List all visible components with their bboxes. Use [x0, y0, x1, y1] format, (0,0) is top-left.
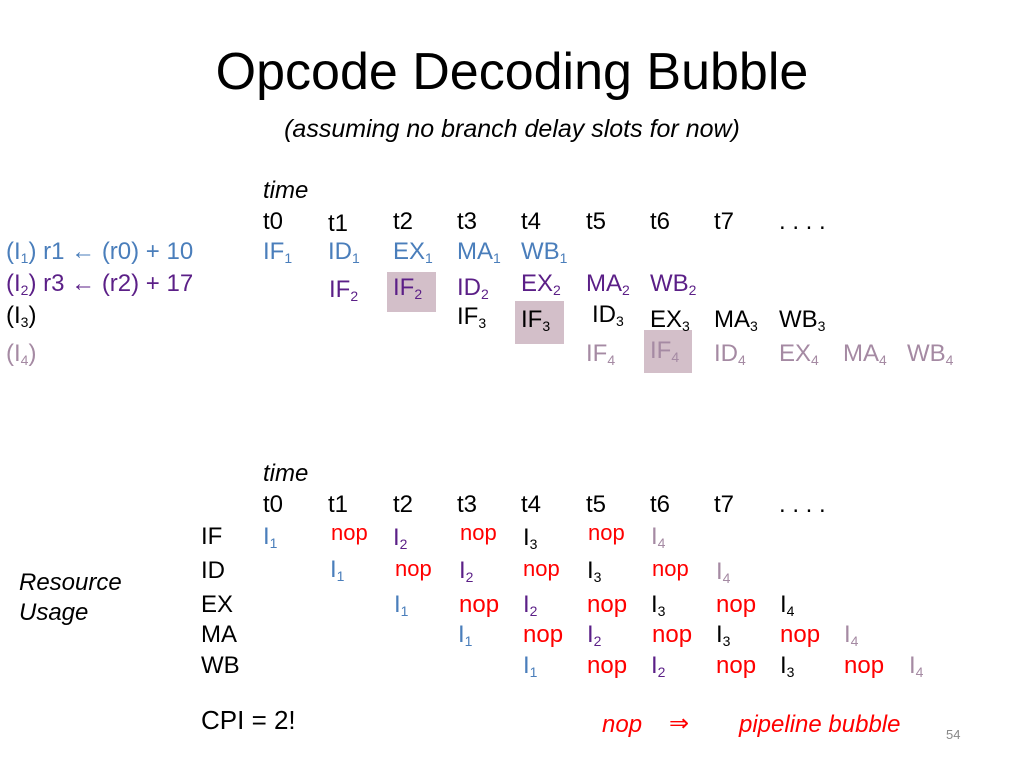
stage-ma4: MA4	[843, 340, 887, 368]
instruction-i2: (I2) r3 ← (r2) + 17	[6, 270, 194, 298]
stage-ex1: EX1	[393, 238, 433, 266]
stage-wb1: WB1	[521, 238, 568, 266]
if-row-i1: I1	[263, 523, 278, 551]
ex-row-i3: I3	[651, 591, 666, 619]
slide-title: Opcode Decoding Bubble	[215, 43, 809, 101]
instruction-i1: (I1) r1 ← (r0) + 10	[6, 238, 194, 266]
stage-id3: ID3	[592, 301, 624, 329]
ma-row-i2: I2	[587, 621, 602, 649]
stage-id2: ID2	[457, 274, 489, 302]
resource-time-t4: t4	[521, 491, 542, 518]
id-row-nop-t6: nop	[652, 556, 689, 581]
time-ellipsis: . . . .	[779, 208, 826, 235]
wb-row-nop-t5: nop	[587, 652, 628, 679]
stage-wb4: WB4	[907, 340, 954, 368]
if-row-i2: I2	[393, 524, 408, 552]
stage-id4: ID4	[714, 340, 746, 368]
resource-time-t3: t3	[457, 491, 478, 518]
ex-row-nop-t7: nop	[716, 591, 757, 618]
resource-time-t2: t2	[393, 491, 414, 518]
resource-time-t0: t0	[263, 491, 284, 518]
resource-time-t1: t1	[328, 491, 349, 518]
instruction-i3: (I3)	[6, 302, 37, 330]
stage-ex2: EX2	[521, 270, 561, 298]
resource-stage-if: IF	[201, 523, 223, 550]
ma-row-nop-t6: nop	[652, 621, 693, 648]
page-number: 54	[946, 727, 961, 742]
if-row-nop-t5: nop	[588, 520, 625, 545]
resource-stage-wb: WB	[201, 652, 240, 679]
stage-ma2: MA2	[586, 270, 630, 298]
ex-row-nop-t5: nop	[587, 591, 628, 618]
stage-ex4: EX4	[779, 340, 819, 368]
id-row-i4: I4	[716, 558, 731, 586]
time-t4: t4	[521, 208, 542, 235]
resource-time-t7: t7	[714, 491, 735, 518]
id-row-nop-t4: nop	[523, 556, 560, 581]
ma-row-i3: I3	[716, 621, 731, 649]
wb-row-nop-t7: nop	[716, 652, 757, 679]
resource-usage-label-line2: Usage	[19, 599, 89, 626]
stage-if4: IF4	[650, 337, 680, 365]
id-row-i1: I1	[330, 556, 345, 584]
time-label: time	[263, 177, 309, 204]
cpi-note: CPI = 2!	[201, 705, 296, 735]
if-row-nop-t3: nop	[460, 520, 497, 545]
if-row-nop-t1: nop	[331, 520, 368, 545]
stage-ma3: MA3	[714, 306, 758, 334]
wb-row-i1: I1	[523, 652, 538, 680]
ex-row-i2: I2	[523, 591, 538, 619]
stage-if1: IF1	[263, 238, 293, 266]
resource-stage-id: ID	[201, 557, 225, 584]
time-t6: t6	[650, 208, 671, 235]
stage-if2-stall: IF2	[329, 276, 359, 304]
legend-pipeline-bubble: pipeline bubble	[739, 711, 901, 738]
stage-if3-stall: IF3	[457, 303, 487, 331]
ma-row-i4: I4	[844, 621, 859, 649]
time-t5: t5	[586, 208, 607, 235]
highlight-box-if2	[387, 272, 436, 312]
stage-if4-stall: IF4	[586, 340, 616, 368]
if-row-i4: I4	[651, 523, 666, 551]
time-t3: t3	[457, 208, 478, 235]
stage-wb2: WB2	[650, 270, 697, 298]
time-t2: t2	[393, 208, 414, 235]
id-row-nop-t2: nop	[395, 556, 432, 581]
legend-nop: nop	[602, 711, 643, 738]
highlight-box-if3	[515, 301, 564, 344]
resource-stage-ma: MA	[201, 621, 237, 648]
stage-id1: ID1	[328, 238, 360, 266]
time-t1: t1	[328, 210, 349, 237]
wb-row-i3: I3	[780, 652, 795, 680]
ex-row-i1: I1	[394, 591, 409, 619]
stage-ex3: EX3	[650, 306, 690, 334]
wb-row-i2: I2	[651, 652, 666, 680]
resource-time-ellipsis: . . . .	[779, 491, 826, 518]
ex-row-i4: I4	[780, 591, 795, 619]
ex-row-nop-t3: nop	[459, 591, 500, 618]
if-row-i3: I3	[523, 524, 538, 552]
ma-row-nop-t4: nop	[523, 621, 564, 648]
resource-usage-label-line1: Resource	[19, 569, 122, 596]
time-t0: t0	[263, 208, 284, 235]
implies-arrow-icon: ⇒	[669, 710, 690, 737]
ma-row-nop-t8: nop	[780, 621, 821, 648]
resource-stage-ex: EX	[201, 591, 234, 618]
stage-if3: IF3	[521, 306, 551, 334]
resource-time-t6: t6	[650, 491, 671, 518]
stage-if2: IF2	[393, 274, 423, 302]
wb-row-i4: I4	[909, 652, 924, 680]
id-row-i3: I3	[587, 557, 602, 585]
resource-time-t5: t5	[586, 491, 607, 518]
wb-row-nop-t9: nop	[844, 652, 885, 679]
highlight-box-if4	[644, 330, 692, 373]
resource-time-label: time	[263, 460, 309, 487]
stage-ma1: MA1	[457, 238, 501, 266]
id-row-i2: I2	[459, 557, 474, 585]
stage-wb3: WB3	[779, 306, 826, 334]
time-t7: t7	[714, 208, 735, 235]
slide-subtitle: (assuming no branch delay slots for now)	[284, 115, 740, 143]
instruction-i4: (I4)	[6, 340, 37, 368]
ma-row-i1: I1	[458, 621, 473, 649]
